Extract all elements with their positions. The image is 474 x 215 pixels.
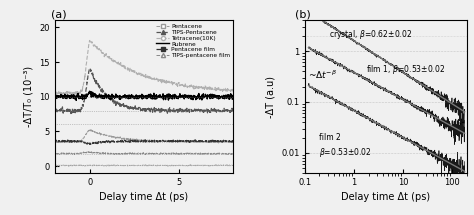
Text: $\beta$=0.53$\pm$0.02: $\beta$=0.53$\pm$0.02: [319, 146, 372, 159]
X-axis label: Delay time Δt (ps): Delay time Δt (ps): [341, 192, 430, 203]
Y-axis label: -ΔT (a.u): -ΔT (a.u): [266, 76, 276, 118]
X-axis label: Delay time Δt (ps): Delay time Δt (ps): [99, 192, 188, 203]
Text: film 1, $\beta$=0.53$\pm$0.02: film 1, $\beta$=0.53$\pm$0.02: [366, 63, 446, 77]
Text: crystal, $\beta$=0.62$\pm$0.02: crystal, $\beta$=0.62$\pm$0.02: [329, 28, 413, 41]
Text: film 2: film 2: [319, 133, 341, 142]
Legend: Pentacene, TIPS-Pentacene, Tetracene(10K), Rubrene, Pentacene film, TIPS-pentace: Pentacene, TIPS-Pentacene, Tetracene(10K…: [155, 22, 232, 60]
Text: (a): (a): [51, 10, 66, 20]
Text: ~$\Delta t^{-\beta}$: ~$\Delta t^{-\beta}$: [309, 69, 337, 81]
Y-axis label: -ΔT/T₀ (10⁻³): -ΔT/T₀ (10⁻³): [24, 66, 34, 127]
Text: (b): (b): [295, 10, 310, 20]
